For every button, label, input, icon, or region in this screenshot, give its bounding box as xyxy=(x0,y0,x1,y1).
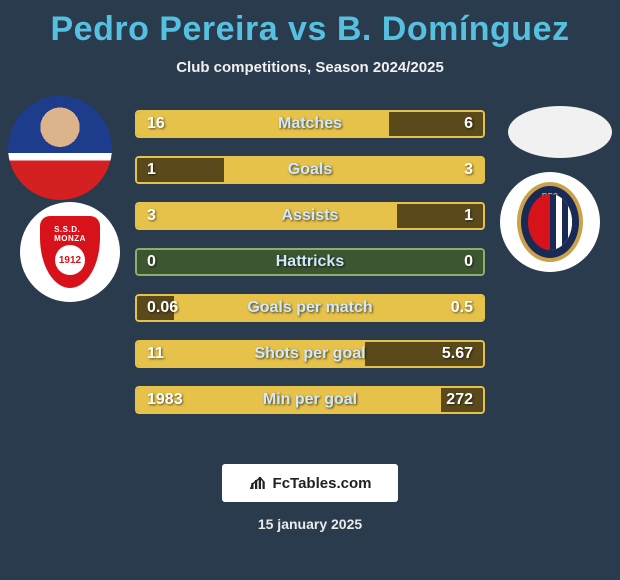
stat-row: 0.060.5Goals per match xyxy=(135,294,485,322)
player1-club-crest: S.S.D.MONZA 1912 xyxy=(20,202,120,302)
comparison-stage: S.S.D.MONZA 1912 BFC 166Matches 13Goals 31… xyxy=(0,96,620,436)
stat-row: 13Goals xyxy=(135,156,485,184)
stat-label: Goals xyxy=(137,158,483,182)
comparison-card: Pedro Pereira vs B. Domínguez Club compe… xyxy=(0,0,620,580)
monza-year: 1912 xyxy=(55,245,85,275)
stat-label: Goals per match xyxy=(137,296,483,320)
player2-photo xyxy=(508,106,612,158)
chart-icon xyxy=(249,474,267,492)
player2-club-crest: BFC xyxy=(500,172,600,272)
bologna-crest-icon: BFC xyxy=(500,172,600,272)
stat-row: 1983272Min per goal xyxy=(135,386,485,414)
title-vs: vs xyxy=(278,10,337,48)
player2-name: B. Domínguez xyxy=(337,10,570,48)
stat-row: 00Hattricks xyxy=(135,248,485,276)
stat-row: 166Matches xyxy=(135,110,485,138)
subtitle: Club competitions, Season 2024/2025 xyxy=(0,59,620,76)
stat-label: Shots per goal xyxy=(137,342,483,366)
monza-text: S.S.D.MONZA xyxy=(54,225,86,243)
stat-label: Hattricks xyxy=(137,250,483,274)
stat-row: 31Assists xyxy=(135,202,485,230)
site-badge: FcTables.com xyxy=(222,464,398,502)
stat-row: 115.67Shots per goal xyxy=(135,340,485,368)
stat-label: Assists xyxy=(137,204,483,228)
player1-photo xyxy=(8,96,112,200)
page-title: Pedro Pereira vs B. Domínguez xyxy=(0,0,620,49)
stat-label: Matches xyxy=(137,112,483,136)
stat-label: Min per goal xyxy=(137,388,483,412)
player1-name: Pedro Pereira xyxy=(50,10,278,48)
footer-date: 15 january 2025 xyxy=(0,516,620,532)
monza-crest-icon: S.S.D.MONZA 1912 xyxy=(20,202,120,302)
stat-rows: 166Matches 13Goals 31Assists 00Hattricks 0.0… xyxy=(135,110,485,432)
site-name: FcTables.com xyxy=(273,475,372,492)
